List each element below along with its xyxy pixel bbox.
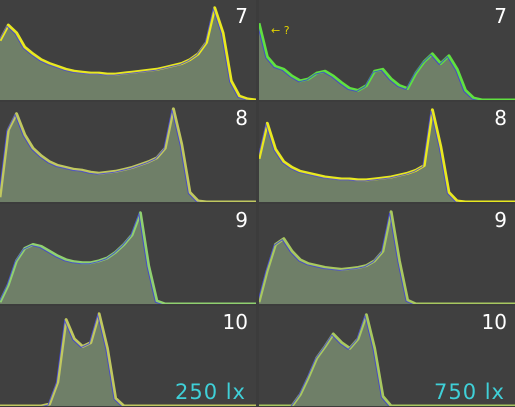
- channel-blue-edge: [259, 28, 479, 100]
- histogram-outline: [0, 107, 256, 202]
- panel-label: 10: [481, 310, 507, 334]
- histogram-outline: [0, 312, 256, 406]
- channel-blue-edge: [259, 212, 414, 304]
- question-annotation: ← ?: [271, 24, 290, 37]
- panel-label: 9: [494, 208, 507, 232]
- panel-8-750lx: 8: [259, 102, 515, 202]
- lux-label-750: 750 lx: [433, 380, 505, 404]
- panel-8-250lx: 8: [0, 102, 256, 202]
- histogram-area: [0, 7, 256, 100]
- histogram-7-250lx: [0, 6, 256, 100]
- panel-10-750lx: 10 750 lx: [259, 306, 515, 406]
- histogram-area: [0, 212, 256, 304]
- channel-blue-edge: [0, 109, 201, 202]
- panel-label: 9: [235, 208, 248, 232]
- histogram-10-250lx: [0, 312, 256, 406]
- panel-9-750lx: 9: [259, 204, 515, 304]
- histogram-area: [0, 108, 256, 202]
- histogram-8-750lx: [259, 108, 515, 202]
- histogram-9-750lx: [259, 210, 515, 304]
- histogram-outline: [259, 22, 515, 100]
- histogram-area: [259, 23, 515, 100]
- histogram-area: [259, 109, 515, 202]
- panel-7-750lx: ← ? 7: [259, 0, 515, 100]
- panel-label: 7: [235, 4, 248, 28]
- histogram-outline: [259, 210, 515, 304]
- histogram-outline: [0, 6, 256, 100]
- histogram-10-750lx: [259, 313, 515, 406]
- channel-blue-edge: [259, 110, 460, 202]
- lux-label-250: 250 lx: [174, 380, 246, 404]
- histogram-7-750lx: [259, 22, 515, 100]
- histogram-8-250lx: [0, 107, 256, 202]
- panel-label: 7: [494, 4, 507, 28]
- histogram-9-250lx: [0, 211, 256, 304]
- panel-label: 8: [235, 106, 248, 130]
- panel-7-250lx: 7: [0, 0, 256, 100]
- panel-label: 10: [222, 310, 248, 334]
- panel-10-250lx: 10 250 lx: [0, 306, 256, 406]
- histogram-outline: [259, 313, 515, 406]
- histogram-area: [259, 211, 515, 304]
- channel-blue-edge: [290, 314, 390, 406]
- channel-blue-edge: [0, 6, 251, 100]
- histogram-outline: [259, 108, 515, 202]
- panel-label: 8: [494, 106, 507, 130]
- histogram-area: [259, 314, 515, 406]
- channel-blue-edge: [0, 211, 163, 304]
- panel-9-250lx: 9: [0, 204, 256, 304]
